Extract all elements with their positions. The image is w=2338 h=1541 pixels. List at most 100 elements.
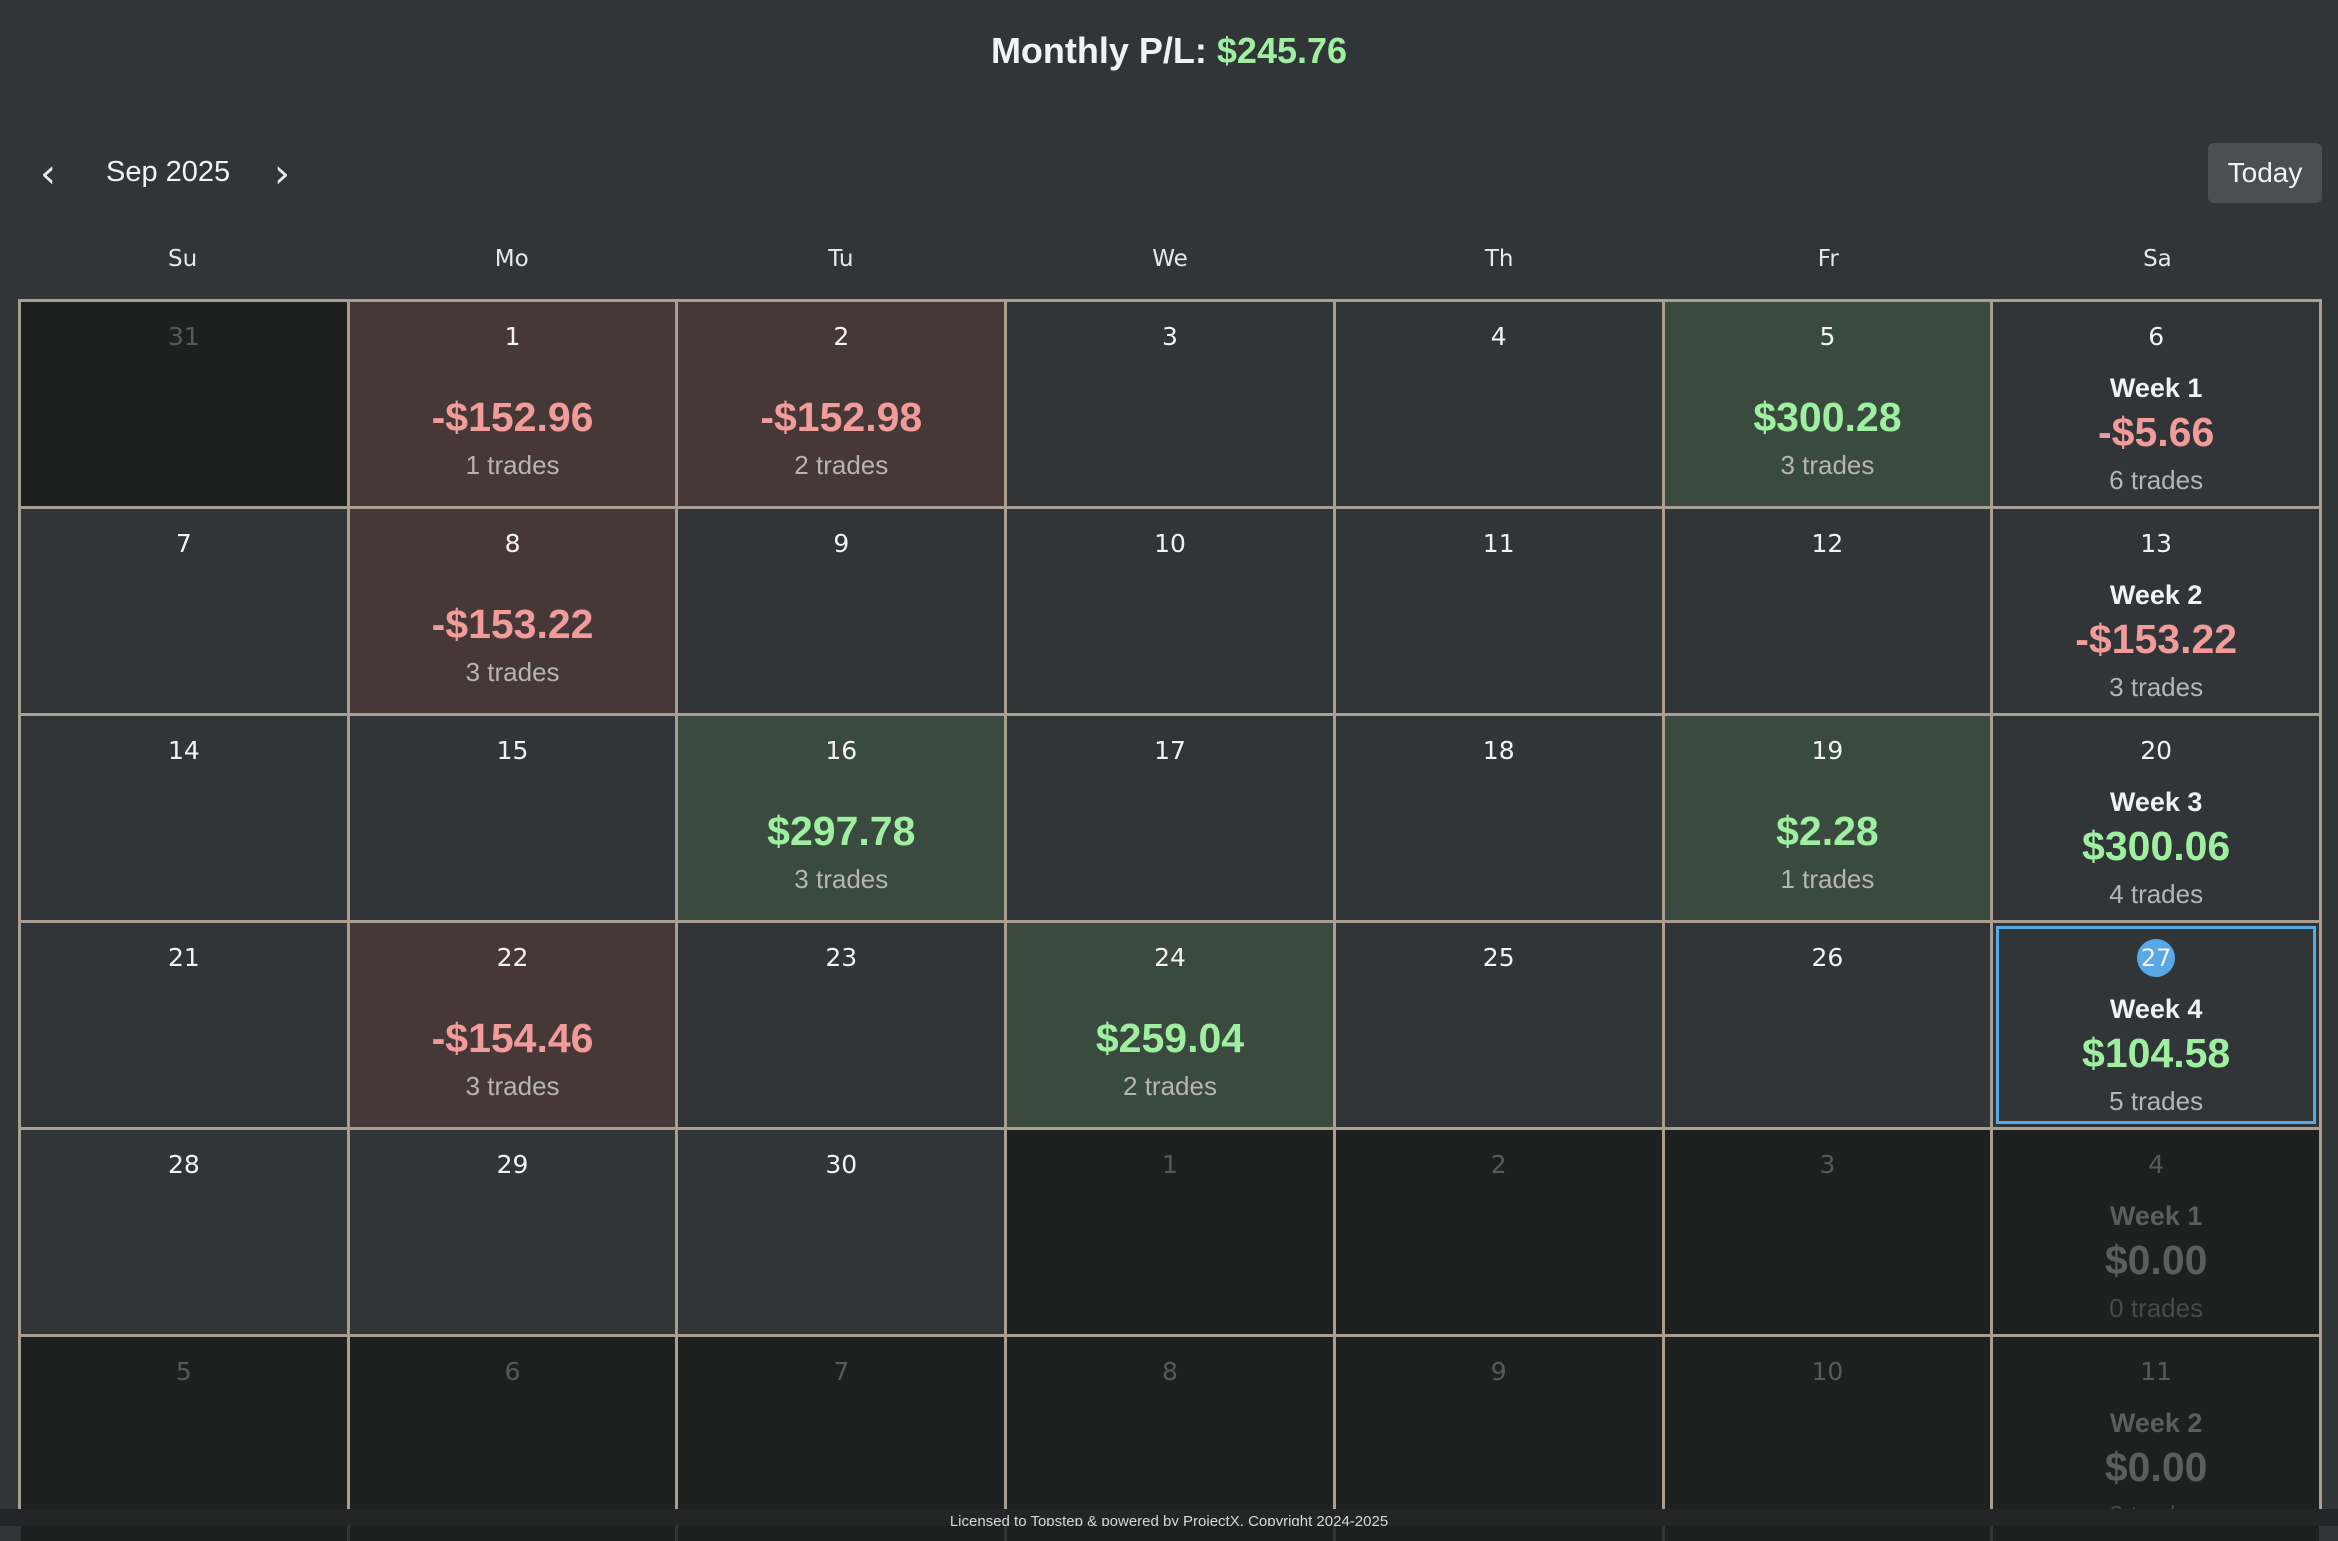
- weekday-header: Su Mo Tu We Th Fr Sa: [18, 246, 2322, 272]
- day-number: 5: [1819, 322, 1836, 351]
- calendar-day-cell[interactable]: 8 -$153.22 3 trades: [349, 509, 676, 713]
- calendar-day-cell[interactable]: 8: [1007, 1337, 1333, 1541]
- chevron-right-icon[interactable]: ›: [254, 146, 310, 202]
- calendar-day-cell[interactable]: 1: [1007, 1130, 1333, 1334]
- calendar-day-cell[interactable]: 23: [678, 923, 1005, 1127]
- day-pl-amount: $259.04: [1095, 1015, 1245, 1061]
- day-trade-count: 1 trades: [1780, 864, 1875, 894]
- day-trade-count: 1 trades: [465, 450, 560, 480]
- calendar-day-cell[interactable]: 10: [1664, 1337, 1991, 1541]
- calendar-day-cell[interactable]: 14: [21, 716, 347, 920]
- week-label: Week 1: [2109, 373, 2203, 403]
- chevron-left-icon[interactable]: ‹: [20, 146, 76, 202]
- day-number: 20: [2140, 736, 2173, 765]
- calendar-day-cell[interactable]: 19 $2.28 1 trades: [1664, 716, 1991, 920]
- day-number: 12: [1811, 529, 1844, 558]
- day-number: 13: [2140, 529, 2173, 558]
- calendar-week-summary-cell[interactable]: 6 Week 1 -$5.66 6 trades: [1993, 302, 2319, 506]
- day-number: 3: [1162, 322, 1178, 351]
- day-pl-amount: -$152.96: [431, 394, 594, 440]
- calendar-nav: ‹ Sep 2025 › Today: [0, 140, 2338, 204]
- calendar-day-cell[interactable]: 3: [1664, 1130, 1991, 1334]
- calendar-day-cell[interactable]: 3: [1007, 302, 1333, 506]
- calendar-day-cell[interactable]: 5: [21, 1337, 347, 1541]
- week-label: Week 2: [2109, 1408, 2203, 1438]
- day-number: 9: [1490, 1357, 1507, 1386]
- week-trade-count: 3 trades: [2109, 672, 2204, 702]
- calendar-day-cell[interactable]: 24 $259.04 2 trades: [1007, 923, 1333, 1127]
- calendar-day-cell[interactable]: 2: [1335, 1130, 1662, 1334]
- week-trade-count: 4 trades: [2109, 879, 2204, 909]
- calendar-grid: 31 1 -$152.96 1 trades 2 -$152.98 2 trades 3 4 5 $…: [18, 299, 2322, 1541]
- day-number: 19: [1811, 736, 1844, 765]
- calendar-day-cell[interactable]: 9: [678, 509, 1005, 713]
- day-number: 4: [2148, 1150, 2165, 1179]
- calendar-day-cell[interactable]: 31: [21, 302, 347, 506]
- day-number: 11: [1482, 529, 1515, 558]
- calendar-day-cell[interactable]: 7: [21, 509, 347, 713]
- day-number: 4: [1490, 322, 1507, 351]
- calendar-day-cell[interactable]: 26: [1664, 923, 1991, 1127]
- calendar-week-summary-cell[interactable]: 27 Week 4 $104.58 5 trades: [1993, 923, 2319, 1127]
- calendar-day-cell[interactable]: 30: [678, 1130, 1005, 1334]
- calendar-week-summary-cell[interactable]: 4 Week 1 $0.00 0 trades: [1993, 1130, 2319, 1334]
- calendar-day-cell[interactable]: 29: [349, 1130, 676, 1334]
- day-number: 16: [825, 736, 858, 765]
- week-trade-count: 0 trades: [2109, 1293, 2204, 1323]
- calendar-day-cell[interactable]: 6: [349, 1337, 676, 1541]
- calendar-day-cell[interactable]: 22 -$154.46 3 trades: [349, 923, 676, 1127]
- day-number: 1: [504, 322, 521, 351]
- calendar-week-summary-cell[interactable]: 13 Week 2 -$153.22 3 trades: [1993, 509, 2319, 713]
- calendar-day-cell[interactable]: 1 -$152.96 1 trades: [349, 302, 676, 506]
- day-number: 28: [167, 1150, 200, 1179]
- monthly-pl-value: $245.76: [1216, 30, 1348, 71]
- day-number: 5: [175, 1357, 192, 1386]
- day-trade-count: 2 trades: [794, 450, 889, 480]
- day-number: 3: [1819, 1150, 1836, 1179]
- day-number: 23: [825, 943, 858, 972]
- monthly-pl-header: Monthly P/L: $245.76: [0, 30, 2338, 72]
- calendar-day-cell[interactable]: 4: [1335, 302, 1662, 506]
- day-number: 17: [1154, 736, 1186, 765]
- calendar-day-cell[interactable]: 15: [349, 716, 676, 920]
- day-trade-count: 3 trades: [465, 1071, 560, 1101]
- calendar-day-cell[interactable]: 28: [21, 1130, 347, 1334]
- calendar-day-cell[interactable]: 12: [1664, 509, 1991, 713]
- calendar-day-cell[interactable]: 17: [1007, 716, 1333, 920]
- week-label: Week 4: [2109, 994, 2203, 1024]
- week-pl-amount: -$153.22: [2075, 616, 2238, 662]
- day-number: 8: [504, 529, 521, 558]
- day-number: 10: [1811, 1357, 1844, 1386]
- day-pl-amount: -$154.46: [431, 1015, 594, 1061]
- day-number: 9: [833, 529, 850, 558]
- week-label: Week 3: [2109, 787, 2203, 817]
- calendar-day-cell[interactable]: 7: [678, 1337, 1005, 1541]
- calendar-day-cell[interactable]: 21: [21, 923, 347, 1127]
- day-number: 2: [1490, 1150, 1507, 1179]
- calendar-day-cell[interactable]: 25: [1335, 923, 1662, 1127]
- weekday-friday: Fr: [1817, 246, 1839, 272]
- day-number: 26: [1811, 943, 1844, 972]
- week-pl-amount: $104.58: [2082, 1030, 2231, 1076]
- calendar-week-summary-cell[interactable]: 20 Week 3 $300.06 4 trades: [1993, 716, 2319, 920]
- footer-license: Licensed to Topstep & powered by Project…: [0, 1509, 2338, 1526]
- day-number: 25: [1482, 943, 1515, 972]
- day-pl-amount: -$152.98: [760, 394, 923, 440]
- calendar-day-cell[interactable]: 9: [1335, 1337, 1662, 1541]
- calendar-day-cell[interactable]: 11: [1335, 509, 1662, 713]
- day-number: 21: [167, 943, 200, 972]
- calendar-day-cell[interactable]: 16 $297.78 3 trades: [678, 716, 1005, 920]
- day-number: 18: [1482, 736, 1515, 765]
- calendar-day-cell[interactable]: 18: [1335, 716, 1662, 920]
- week-pl-amount: $0.00: [2104, 1237, 2208, 1283]
- calendar-day-cell[interactable]: 2 -$152.98 2 trades: [678, 302, 1005, 506]
- calendar-day-cell[interactable]: 5 $300.28 3 trades: [1664, 302, 1991, 506]
- weekday-tuesday: Tu: [828, 246, 854, 272]
- week-trade-count: 5 trades: [2109, 1086, 2204, 1116]
- today-button[interactable]: Today: [2208, 143, 2322, 203]
- calendar-day-cell[interactable]: 10: [1007, 509, 1333, 713]
- day-number: 29: [496, 1150, 529, 1179]
- week-label: Week 1: [2109, 1201, 2203, 1231]
- day-number: 6: [504, 1357, 521, 1386]
